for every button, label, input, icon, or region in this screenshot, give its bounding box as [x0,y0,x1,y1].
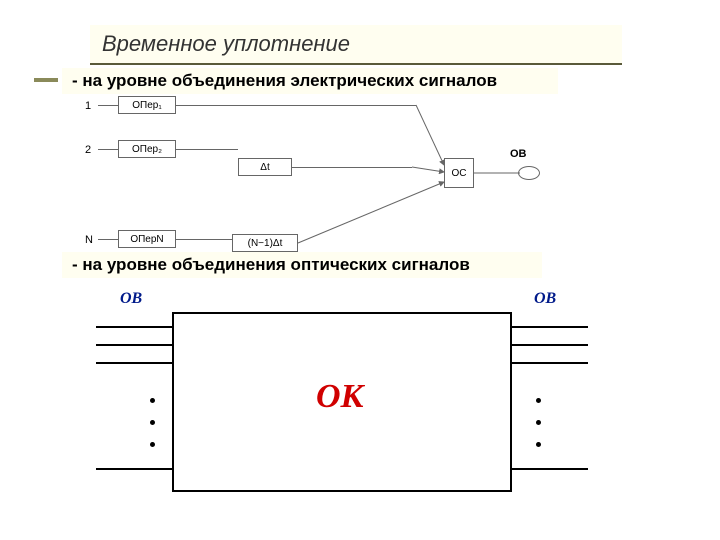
dot-l3 [150,442,155,447]
ov-label-right: ОВ [534,290,556,308]
bullet-electrical-text: - на уровне объединения электрических си… [72,71,497,90]
dot-r3 [536,442,541,447]
block-oc: ОС [444,158,474,188]
line-in2 [98,149,118,150]
line-bN-out [176,239,232,240]
label-2: 2 [85,144,91,156]
opt-line-r2 [512,344,588,346]
accent-bar [34,78,58,82]
block-ndt: (N−1)Δt [232,234,298,252]
line-in1 [98,105,118,106]
title-text: Временное уплотнение [102,31,350,56]
bullet-optical-text: - на уровне объединения оптических сигна… [72,255,470,274]
opt-line-r1 [512,326,588,328]
opt-line-r4 [512,468,588,470]
opt-line-r3 [512,362,588,364]
block-oper2: ОПер₂ [118,140,176,158]
dot-l1 [150,398,155,403]
dot-r2 [536,420,541,425]
line-inN [98,239,118,240]
line-b1-out [176,105,416,106]
opt-line-l3 [96,362,172,364]
bullet-optical: - на уровне объединения оптических сигна… [62,252,542,278]
line-dt-out [292,167,412,168]
dot-r1 [536,398,541,403]
label-n: N [85,234,93,246]
ok-label: ОК [316,378,364,416]
slide-title: Временное уплотнение [90,25,622,65]
line-b2-out [176,149,238,150]
block-operN: ОПерN [118,230,176,248]
dot-l2 [150,420,155,425]
block-oper1: ОПер₁ [118,96,176,114]
ov-label-left: ОВ [120,290,142,308]
block-dt: Δt [238,158,292,176]
label-1: 1 [85,100,91,112]
opt-line-l2 [96,344,172,346]
bullet-electrical: - на уровне объединения электрических си… [62,68,558,94]
label-ob: ОВ [510,148,527,160]
fiber-ellipse [518,166,540,180]
opt-line-l4 [96,468,172,470]
opt-line-l1 [96,326,172,328]
